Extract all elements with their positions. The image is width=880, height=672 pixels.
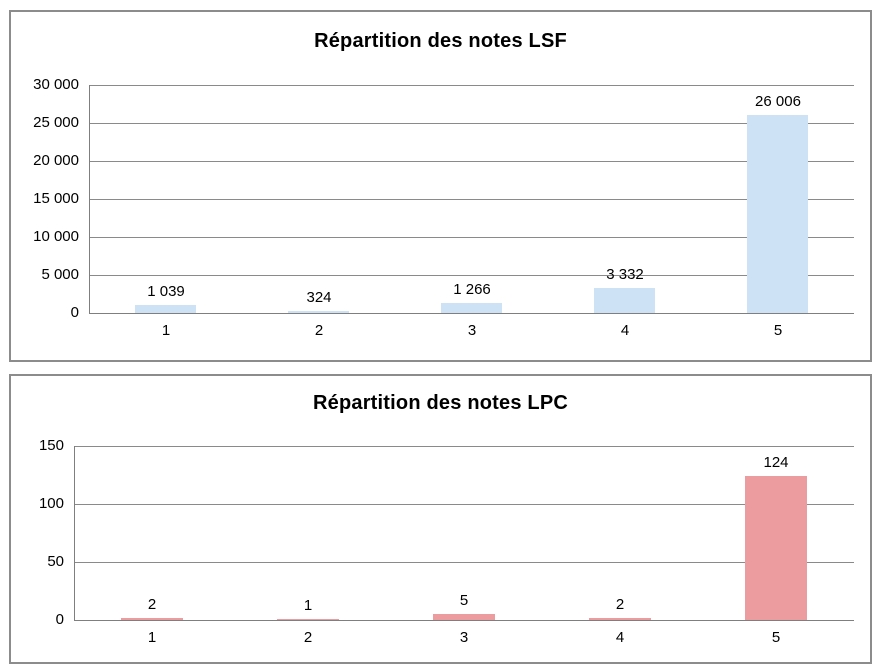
major-gridline [89, 237, 854, 238]
bar-data-label: 324 [306, 289, 332, 306]
bar-data-label: 5 [459, 592, 469, 609]
y-axis-tick-label: 15 000 [33, 190, 79, 207]
bar-data-label: 2 [615, 596, 625, 613]
bar-category-1 [135, 305, 196, 313]
x-axis-tick-label: 1 [147, 629, 157, 646]
bar-category-3 [441, 303, 502, 313]
bar-data-label: 1 [303, 597, 313, 614]
major-gridline [89, 123, 854, 124]
bar-data-label: 3 332 [606, 266, 644, 283]
y-axis-tick-label: 100 [38, 495, 64, 512]
y-axis-tick-label: 25 000 [33, 114, 79, 131]
y-axis-tick-label: 10 000 [33, 228, 79, 245]
y-axis-line [89, 85, 90, 313]
major-gridline [74, 562, 854, 563]
y-axis-tick-label: 50 [47, 553, 64, 570]
bar-category-4 [589, 618, 651, 620]
x-axis-tick-label: 5 [773, 322, 783, 339]
y-axis-tick-label: 20 000 [33, 152, 79, 169]
bar-category-5 [745, 476, 807, 620]
major-gridline [74, 504, 854, 505]
chart-panel-lsf: Répartition des notes LSF 0 5 000 10 000 15 … [9, 10, 872, 362]
x-axis-tick-label: 4 [620, 322, 630, 339]
major-gridline [89, 161, 854, 162]
bar-category-2 [277, 619, 339, 620]
x-axis-tick-label: 4 [615, 629, 625, 646]
y-axis-tick-label: 0 [55, 611, 64, 628]
y-axis-tick-label: 30 000 [33, 76, 79, 93]
bar-data-label: 2 [147, 596, 157, 613]
major-gridline [74, 446, 854, 447]
x-axis-line [74, 620, 854, 621]
major-gridline [89, 199, 854, 200]
y-axis-tick-label: 5 000 [41, 266, 79, 283]
x-axis-line [89, 313, 854, 314]
x-axis-tick-label: 5 [771, 629, 781, 646]
bar-category-4 [594, 288, 655, 313]
x-axis-tick-label: 3 [459, 629, 469, 646]
y-axis-line [74, 446, 75, 620]
x-axis-tick-label: 2 [303, 629, 313, 646]
chart-panel-lpc: Répartition des notes LPC 0 50 100 150 2 1 1 2 5 3… [9, 374, 872, 664]
x-axis-tick-label: 3 [467, 322, 477, 339]
bar-data-label: 26 006 [755, 93, 801, 110]
bar-category-2 [288, 311, 349, 313]
bar-category-3 [433, 614, 495, 620]
y-axis-tick-label: 0 [70, 304, 79, 321]
chart-title: Répartition des notes LSF [314, 30, 567, 52]
x-axis-tick-label: 2 [314, 322, 324, 339]
bar-data-label: 124 [763, 454, 789, 471]
bar-data-label: 1 266 [453, 281, 491, 298]
x-axis-tick-label: 1 [161, 322, 171, 339]
major-gridline [89, 275, 854, 276]
chart-title: Répartition des notes LPC [312, 392, 569, 414]
bar-category-5 [747, 115, 808, 313]
bar-category-1 [121, 618, 183, 620]
bar-data-label: 1 039 [147, 283, 185, 300]
major-gridline [89, 85, 854, 86]
y-axis-tick-label: 150 [38, 437, 64, 454]
